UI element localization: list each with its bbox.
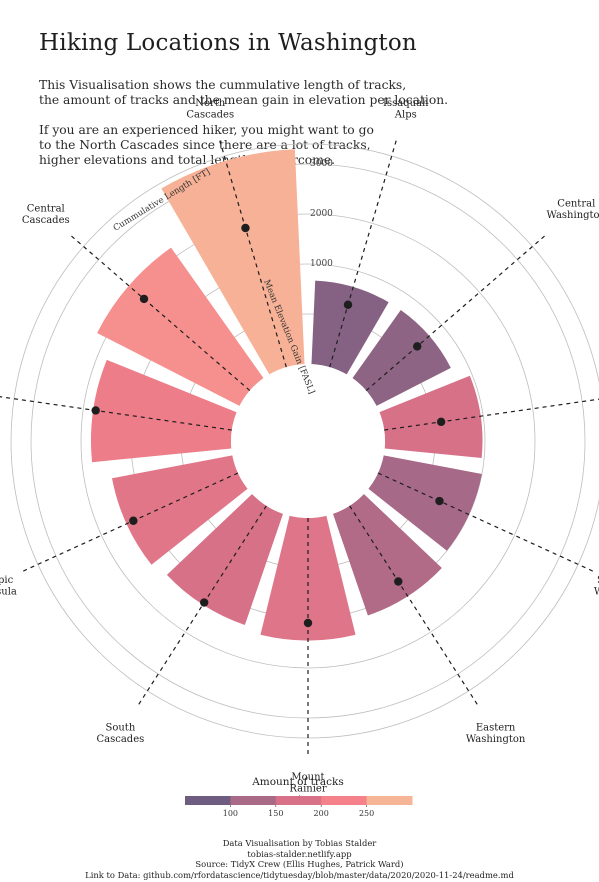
radial-ticks: 1000 2000 3000 [310,159,333,269]
category-label-line: Central [557,198,595,209]
category-label-line: Washington [547,210,599,221]
bar-olympic-peninsula [112,455,248,565]
chart-title: Hiking Locations in Washington [39,30,417,56]
category-label-line: Washington [594,586,599,597]
category-label-line: North [195,98,226,109]
category-label-line: Central [27,204,65,215]
category-label-line: Southwest [597,575,599,586]
caption-source: Source: TidyX Crew (Ellis Hughes, Patric… [195,859,404,869]
legend-tick-label: 250 [359,809,374,818]
legend-tick-label: 200 [314,809,329,818]
bar-south-cascades [166,493,284,625]
caption: Data Visualisation by Tobias Stalder tob… [0,838,599,880]
elevation-dot [436,417,446,427]
category-label-line: Olympic [0,575,14,586]
caption-website: tobias-stalder.netlify.app [247,848,352,859]
subtitle-line-4: to the North Cascades since there are a … [39,138,371,152]
caption-author: Data Visualisation by Tobias Stalder [222,838,377,848]
subtitle-line-2: the amount of tracks and the mean gain i… [39,93,449,107]
bars [91,149,483,641]
elevation-line [365,235,545,392]
legend-swatch [185,796,231,805]
elevation-dot [91,406,100,415]
legend-swatch [366,796,413,805]
elevation-dot [129,516,138,525]
elevation-dot [343,300,353,309]
category-label-line: Cascades [186,109,234,120]
category-label: North Cascades [186,98,234,121]
category-label-line: Eastern [476,723,516,734]
category-label-line: Rainier [289,784,326,795]
legend: Amount of tracks 100 150 200 250 [185,776,413,818]
elevation-dot [435,496,444,506]
legend-swatch [230,796,277,805]
bar-issaquah-alps [311,280,389,375]
category-label: SouthwestWashington [594,575,599,598]
category-labels: IssaquahAlpsCentralWashingtonPugetSounda… [0,98,599,806]
bar-southwest-washington [368,455,482,551]
subtitle-line-3: If you are an experienced hiker, you mig… [39,123,374,137]
elevation-dot [199,598,209,607]
legend-swatch [275,796,322,805]
elevation-lines [0,140,599,754]
category-label: South Cascades [97,723,145,746]
category-label-line: Alps [394,109,417,120]
elevation-dot [241,223,250,233]
bar-snoqualmie-region [91,359,237,463]
bar-eastern-washington [332,493,442,616]
radial-tick-label: 1000 [310,259,333,269]
radial-tick-label: 2000 [310,209,333,219]
category-label-line: Peninsula [0,586,17,597]
caption-data-link: Link to Data: github.com/rfordatascience… [85,869,514,880]
elevation-dot [139,294,149,304]
category-label-line: Washington [466,734,526,745]
elevation-dot [303,618,313,628]
grid-circle [80,213,536,669]
category-label: CentralWashington [547,198,599,221]
category-label-line: Issaquah [383,98,429,109]
legend-tick-label: 100 [223,809,238,818]
bar-puget-sound-and-islands [379,375,483,459]
category-label: Central Cascades [22,204,70,227]
radial-tick-label: 3000 [310,159,333,169]
category-label: Eastern Washington [466,723,526,746]
category-label: Issaquah Alps [383,98,429,121]
legend-swatch [321,796,368,805]
category-label-line: South [106,723,136,734]
center-hole [231,364,385,518]
bar-central-cascades [97,247,264,406]
legend-tick-label: 150 [268,809,283,818]
elevation-dot [413,342,422,351]
bar-central-washington [352,310,451,406]
category-label: OlympicPeninsula [0,575,17,598]
category-label-line: Cascades [22,215,70,226]
category-label-line: Cascades [97,734,145,745]
bar-mount-rainier-area [260,515,356,641]
legend-title: Amount of tracks [251,776,344,788]
bar-north-cascades [161,149,305,375]
elevation-dot [394,577,403,586]
category-label-line: Mount [291,772,324,783]
subtitle-line-1: This Visualisation shows the cummulative… [39,78,407,92]
